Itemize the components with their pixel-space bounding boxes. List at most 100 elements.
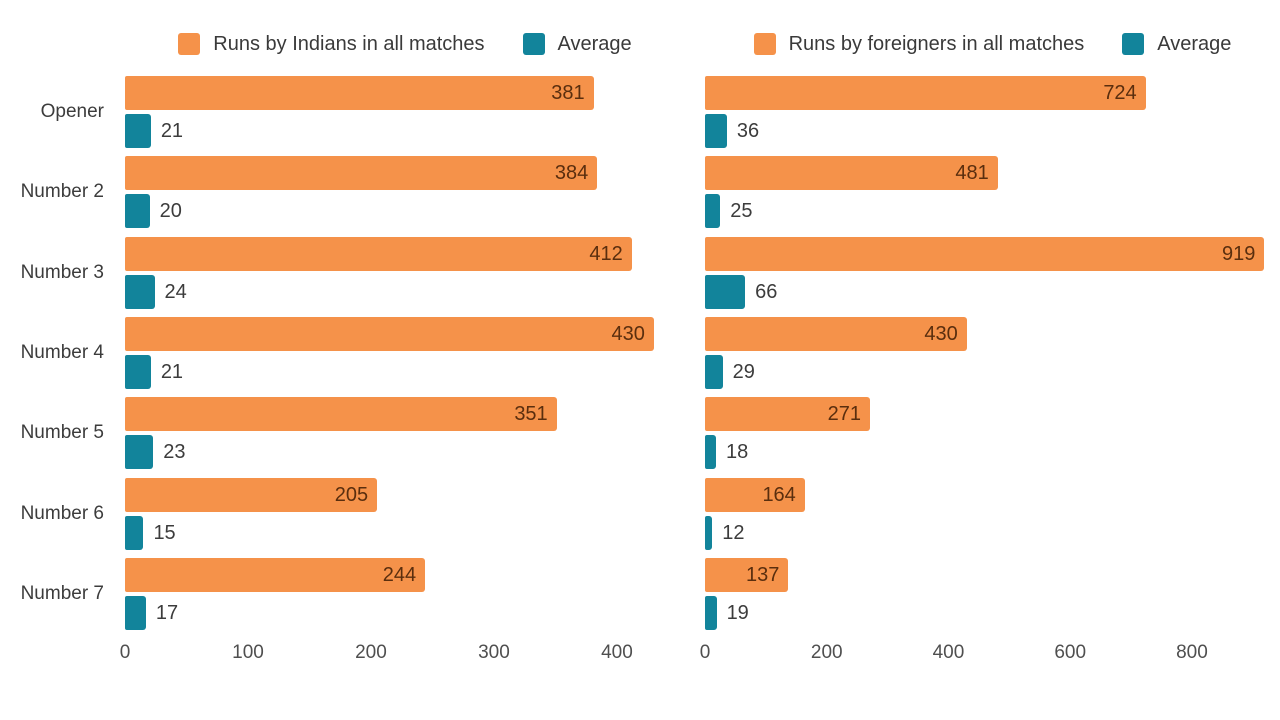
average-bar — [125, 435, 154, 470]
runs-bar: 430 — [125, 316, 654, 351]
average-bar — [125, 194, 150, 229]
runs-value-label: 164 — [762, 483, 796, 506]
runs-bar: 205 — [125, 477, 378, 512]
legend-item-average-left: Average — [522, 32, 632, 56]
runs-value-label: 271 — [827, 403, 861, 426]
average-value-label: 20 — [159, 200, 182, 223]
average-value-label: 23 — [163, 441, 186, 464]
average-value-label: 29 — [732, 360, 755, 383]
average-bar — [125, 114, 151, 148]
runs-value-label: 351 — [514, 403, 548, 426]
runs-value-label: 137 — [746, 563, 780, 586]
runs-swatch — [178, 33, 201, 55]
bar-group: 244 17 — [125, 557, 660, 630]
category-label: Number 6 — [20, 502, 104, 524]
legend-item-runs-foreigners: Runs by foreigners in all matches — [753, 32, 1085, 56]
x-axis-tick-label: 0 — [699, 642, 711, 663]
average-value-label: 15 — [153, 521, 176, 544]
average-bar — [705, 595, 717, 630]
x-axis-tick-label: 200 — [810, 642, 843, 663]
x-axis-tick-label: 100 — [232, 642, 264, 663]
legend-label: Average — [557, 32, 632, 55]
bar-group: 205 15 — [125, 477, 660, 550]
runs-value-label: 412 — [589, 242, 623, 265]
average-value-label: 66 — [755, 280, 778, 303]
runs-value-label: 919 — [1222, 242, 1256, 265]
x-axis-tick-label: 400 — [601, 642, 633, 663]
average-value-label: 21 — [160, 120, 184, 142]
bar-group: 430 21 — [125, 316, 660, 389]
average-value-label: 24 — [164, 280, 187, 303]
category-label: Number 3 — [20, 261, 104, 283]
average-swatch — [522, 33, 545, 55]
runs-bar: 381 — [125, 76, 594, 110]
legend-label: Runs by Indians in all matches — [213, 32, 485, 55]
average-value-label: 18 — [725, 441, 749, 464]
runs-swatch — [753, 33, 776, 55]
category-label: Number 2 — [20, 181, 104, 203]
runs-value-label: 384 — [554, 162, 589, 185]
bar-group: 351 23 — [125, 397, 660, 470]
x-axis-tick-label: 200 — [355, 642, 387, 663]
runs-bar: 412 — [125, 236, 632, 271]
x-axis-tick-label: 600 — [1054, 642, 1087, 663]
category-label: Number 4 — [20, 341, 104, 363]
legend-label: Runs by foreigners in all matches — [788, 32, 1085, 55]
runs-value-label: 724 — [1103, 82, 1137, 104]
average-value-label: 19 — [726, 601, 749, 624]
category-axis: Opener Number 2 Number 3 Number 4 Number 5 Nu… — [0, 76, 110, 630]
runs-value-label: 244 — [382, 563, 417, 586]
runs-bar: 919 — [705, 236, 1265, 271]
runs-value-label: 205 — [334, 483, 369, 506]
legend-right: Runs by foreigners in all matches Averag… — [705, 30, 1280, 58]
runs-bar: 481 — [705, 156, 998, 191]
x-axis-tick-label: 300 — [478, 642, 510, 663]
legend-item-runs-indians: Runs by Indians in all matches — [178, 32, 485, 56]
category-label: Opener — [40, 101, 104, 122]
bar-group: 430 29 — [705, 316, 1265, 389]
average-bar — [705, 274, 746, 309]
x-axis-tick-label: 0 — [119, 642, 131, 663]
average-bar — [125, 515, 144, 550]
average-bar — [705, 114, 727, 148]
average-bar — [705, 515, 713, 550]
average-bar — [125, 595, 146, 630]
average-swatch — [1122, 33, 1145, 55]
average-bar — [705, 354, 723, 389]
bar-group: 271 18 — [705, 397, 1265, 470]
legend-item-average-right: Average — [1122, 33, 1231, 56]
average-bar — [705, 194, 721, 229]
bar-group: 164 12 — [705, 477, 1265, 550]
category-label: Number 5 — [20, 422, 104, 444]
average-value-label: 25 — [730, 200, 753, 223]
runs-value-label: 430 — [924, 322, 958, 345]
plot-indians: 381 21 384 20 412 24 430 21 351 23 205 15 244 17 — [125, 76, 660, 630]
average-value-label: 21 — [160, 360, 184, 383]
runs-bar: 271 — [705, 397, 870, 432]
average-value-label: 12 — [722, 521, 745, 544]
runs-value-label: 481 — [955, 162, 989, 185]
x-axis-right: 0 200 400 600 800 — [700, 642, 1265, 668]
bar-group: 137 19 — [705, 557, 1265, 630]
runs-bar: 724 — [705, 76, 1146, 110]
runs-value-label: 381 — [551, 82, 585, 104]
average-bar — [125, 354, 151, 389]
x-axis-tick-label: 800 — [1176, 642, 1208, 663]
bar-group: 919 66 — [705, 236, 1265, 309]
runs-bar: 430 — [705, 316, 967, 351]
legend-label: Average — [1157, 32, 1232, 55]
bar-group: 724 36 — [705, 76, 1265, 148]
x-axis-tick-label: 400 — [932, 642, 965, 663]
runs-bar: 244 — [125, 557, 426, 592]
average-value-label: 17 — [155, 601, 179, 624]
runs-bar: 164 — [705, 477, 805, 512]
bar-group: 384 20 — [125, 156, 660, 229]
runs-bar: 137 — [705, 557, 789, 592]
average-bar — [705, 435, 716, 470]
bar-group: 412 24 — [125, 236, 660, 309]
runs-bar: 384 — [125, 156, 598, 191]
bar-group: 481 25 — [705, 156, 1265, 229]
bar-group: 381 21 — [125, 76, 660, 148]
x-axis-left: 0 100 200 300 400 — [120, 642, 660, 668]
